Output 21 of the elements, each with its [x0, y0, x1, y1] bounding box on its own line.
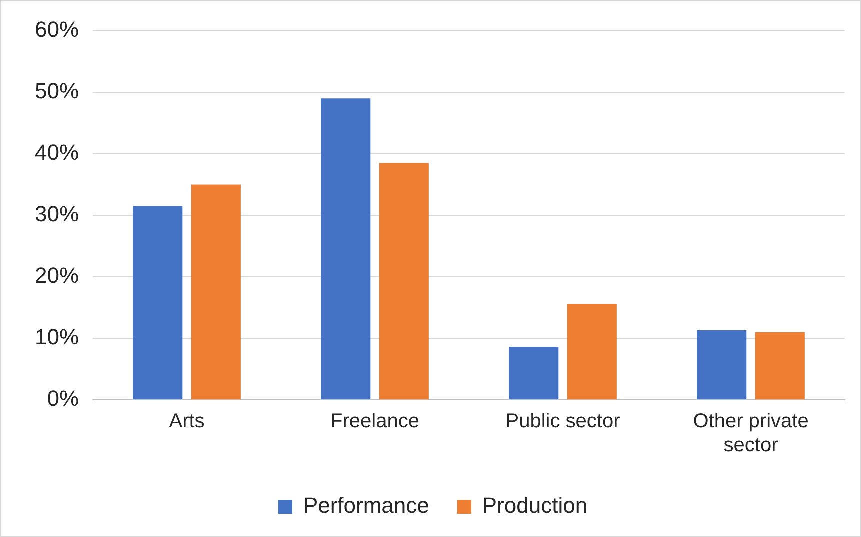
legend-label: Performance — [303, 493, 430, 518]
bar — [697, 330, 747, 400]
x-tick-label: Public sector — [506, 410, 621, 433]
bar — [133, 206, 183, 400]
y-tick-label: 20% — [34, 263, 80, 288]
y-tick-label: 50% — [34, 78, 80, 104]
y-tick-label: 40% — [34, 140, 80, 166]
y-tick-label: 30% — [34, 202, 80, 227]
y-tick-label: 10% — [34, 324, 80, 350]
y-tick-label: 60% — [34, 17, 80, 42]
bar — [567, 304, 617, 400]
bar — [191, 184, 241, 400]
bar — [379, 163, 429, 400]
bar — [755, 332, 805, 400]
legend-label: Production — [482, 493, 588, 518]
x-tick-label: Arts — [169, 410, 205, 433]
x-tick-label: Other private sector — [693, 410, 809, 457]
bar — [321, 98, 371, 400]
y-tick-label: 0% — [47, 386, 80, 412]
x-tick-label: Freelance — [330, 410, 420, 433]
bar — [509, 347, 559, 400]
